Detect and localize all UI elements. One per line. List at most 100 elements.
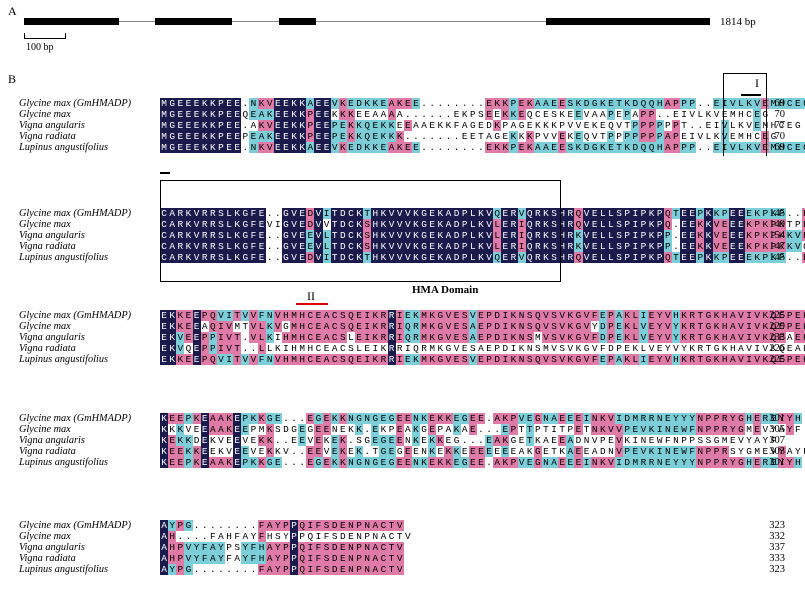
species-name: Vigna angularis — [19, 332, 85, 343]
residue-count: 301 — [769, 457, 785, 468]
alignment-row: Glycine max K K K V E E A A K E E P M K S D G E G E E N E K K. E K P… — [0, 424, 805, 435]
residue-count: 69 — [774, 142, 786, 153]
hma-domain-label: HMA Domain — [412, 284, 479, 296]
species-name: Vigna radiata — [19, 343, 76, 354]
species-name: Lupinus angustifolius — [19, 142, 108, 153]
alignment-row: Glycine max (GmHMADP) C A R K V R R S L K G F E.. G V E D… — [0, 208, 805, 219]
alignment-row: Vigna radiata C A R K V R R S L K G F E.. G V E E V L T D C K S H… — [0, 241, 805, 252]
residue-count: 307 — [769, 435, 785, 446]
species-name: Glycine max (GmHMADP) — [19, 413, 132, 424]
residue-count: 70 — [774, 131, 786, 142]
species-name: Vigna radiata — [19, 241, 76, 252]
residue-count: 229 — [769, 321, 785, 332]
residue-count: 69 — [774, 98, 786, 109]
residue-count: 337 — [769, 542, 785, 553]
residue-count: 225 — [769, 354, 785, 365]
residue-count: 332 — [769, 531, 785, 542]
motif-I-label: I — [755, 76, 759, 90]
hma-domain-box-bottom — [160, 180, 561, 282]
residue-count: 301 — [769, 413, 785, 424]
alignment-row: Lupinus angustifolius M G E E E K K P E E. N K V E E K K A… — [0, 142, 805, 153]
residue-count: 147 — [769, 241, 785, 252]
species-name: Lupinus angustifolius — [19, 354, 108, 365]
scale-bar — [24, 33, 66, 39]
exon-3 — [279, 18, 316, 25]
species-name: Vigna angularis — [19, 435, 85, 446]
motif-II-label: II — [307, 289, 315, 303]
residue-count: 233 — [769, 332, 785, 343]
alignment-row: Vigna radiata M G E E E K K P E E P E A K E E K K P E E P E K K Q E… — [0, 131, 805, 142]
alignment-row: Glycine max (GmHMADP) M G E E E K K P E E. N K V E E K K A… — [0, 98, 805, 109]
exon-4 — [546, 18, 710, 25]
species-name: Vigna angularis — [19, 120, 85, 131]
alignment-row: Glycine max M G E E E K K P E E Q E A K E E K K P E E K K K E E A A A… — [0, 109, 805, 120]
species-name: Glycine max — [19, 424, 71, 435]
alignment-row: Glycine max (GmHMADP) K E E P K E A A K E P K K G E... E… — [0, 413, 805, 424]
species-name: Vigna radiata — [19, 553, 76, 564]
residue-count: 333 — [769, 553, 785, 564]
exon-2 — [155, 18, 232, 25]
alignment-row: Vigna radiata A H P V Y F A Y F A Y F H A Y P P Q I F S D E N P N A… — [0, 553, 805, 564]
species-name: Glycine max — [19, 219, 71, 230]
species-name: Glycine max — [19, 321, 71, 332]
species-name: Lupinus angustifolius — [19, 252, 108, 263]
alignment-row: Vigna angularis C A R K V R R S L K G F E.. G V E E V L T D C K… — [0, 230, 805, 241]
residue-count: 154 — [769, 230, 785, 241]
residue-count: 70 — [774, 109, 786, 120]
alignment-row: Vigna angularis M G E E E K K P E E. A K V E E K K P E E P E K K… — [0, 120, 805, 131]
panel-b-label: B — [8, 72, 17, 86]
motif-I-tick — [741, 94, 761, 96]
residue-count: 323 — [769, 564, 785, 575]
residue-count: 77 — [774, 120, 786, 131]
alignment-row: Lupinus angustifolius A Y P G........ F A Y P P Q I… — [0, 564, 805, 575]
gene-length-label: 1814 bp — [720, 16, 756, 28]
exon-1 — [24, 18, 119, 25]
residue-count: 149 — [769, 219, 785, 230]
residue-count: 303 — [769, 446, 785, 457]
residue-count: 225 — [769, 310, 785, 321]
residue-count: 305 — [769, 424, 785, 435]
alignment-row: Glycine max (GmHMADP) E K K E E P Q V I T V V F N V H M H C… — [0, 310, 805, 321]
species-name: Lupinus angustifolius — [19, 564, 108, 575]
species-name: Glycine max — [19, 109, 71, 120]
residue-count: 145 — [769, 252, 785, 263]
scale-bar-label: 100 bp — [26, 42, 54, 53]
species-name: Vigna radiata — [19, 131, 76, 142]
alignment-row: Vigna angularis K E K K D E K V E E V E K K.. E E V E K E K. S… — [0, 435, 805, 446]
hma-domain-box-top — [723, 73, 767, 156]
species-name: Glycine max (GmHMADP) — [19, 208, 132, 219]
alignment-row: Glycine max C A R K V R R S L K G F E V I G V E D V V T D C K S H K V… — [0, 219, 805, 230]
alignment-row: Lupinus angustifolius K E E P K E A A K E P K K G E... E… — [0, 457, 805, 468]
residue-count: 145 — [769, 208, 785, 219]
species-name: Vigna angularis — [19, 542, 85, 553]
species-name: Glycine max (GmHMADP) — [19, 520, 132, 531]
alignment-row: Glycine max (GmHMADP) A Y P G........ F A Y P P Q I… — [0, 520, 805, 531]
alignment-row: Vigna radiata E K V Q E P P I V T.. L L K I H M H C E A C S L E I… — [0, 343, 805, 354]
alignment-row: Glycine max E K K E E A Q I V M T V L K V G M H C E A C S Q E I K R R… — [0, 321, 805, 332]
species-name: Vigna radiata — [19, 446, 76, 457]
alignment-row: Glycine max A H.... F A H F A Y F H S Y P P Q I F S D E N P N A C… — [0, 531, 805, 542]
intron-line — [24, 21, 710, 22]
